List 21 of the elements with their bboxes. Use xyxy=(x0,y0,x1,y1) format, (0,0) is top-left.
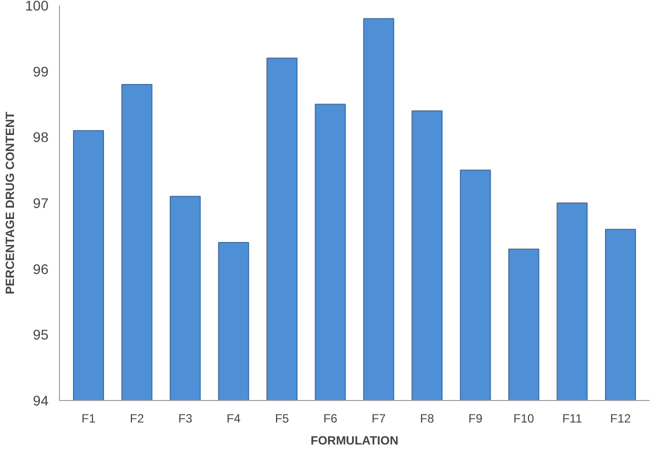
x-tick-label: F12 xyxy=(610,412,632,426)
x-tick-label: F3 xyxy=(178,412,193,426)
y-tick-label: 97 xyxy=(32,195,49,211)
x-tick-label: F4 xyxy=(226,412,241,426)
x-axis-title: FORMULATION xyxy=(310,434,398,448)
y-axis-title: PERCENTAGE DRUG CONTENT xyxy=(3,111,18,294)
y-tick-label: 95 xyxy=(32,326,49,343)
x-tick-label: F6 xyxy=(323,412,338,426)
x-tick-label: F9 xyxy=(468,412,483,426)
y-tick-label: 100 xyxy=(25,0,49,14)
x-tick-label: F8 xyxy=(420,412,434,426)
x-tick-label: F2 xyxy=(130,412,144,426)
x-tick-label: F1 xyxy=(82,412,96,426)
x-tick-label: F11 xyxy=(562,412,582,426)
x-tick-label: F10 xyxy=(513,412,534,426)
y-tick-label: 94 xyxy=(32,392,49,408)
x-tick-label: F5 xyxy=(274,412,290,426)
x-tick-label: F7 xyxy=(372,412,386,426)
y-tick-label: 98 xyxy=(32,129,49,146)
y-tick-label: 99 xyxy=(32,63,49,80)
y-tick-label: 96 xyxy=(32,260,49,277)
